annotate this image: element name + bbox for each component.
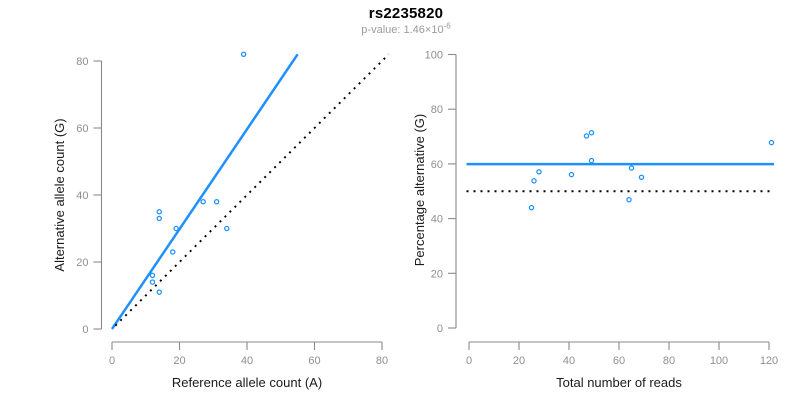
data-point bbox=[588, 129, 595, 136]
x-tick-label: 60 bbox=[613, 355, 625, 367]
data-point bbox=[583, 133, 590, 139]
y-axis-label: Percentage alternative (G) bbox=[412, 114, 427, 266]
data-point bbox=[149, 272, 156, 279]
y-tick-label: 20 bbox=[76, 257, 88, 269]
data-point bbox=[528, 204, 535, 211]
identity-line bbox=[114, 53, 390, 327]
data-point bbox=[240, 51, 247, 58]
y-tick-label: 0 bbox=[82, 324, 88, 336]
y-tick-label: 80 bbox=[76, 56, 88, 68]
data-point bbox=[170, 249, 176, 255]
x-tick-label: 40 bbox=[563, 355, 575, 367]
x-axis-label: Reference allele count (A) bbox=[172, 375, 322, 390]
y-tick-label: 60 bbox=[431, 159, 443, 171]
data-point bbox=[568, 171, 575, 178]
x-tick-label: 0 bbox=[466, 355, 472, 367]
y-tick-label: 40 bbox=[76, 190, 88, 202]
x-tick-label: 120 bbox=[760, 355, 778, 367]
data-point bbox=[149, 279, 156, 285]
x-tick-label: 60 bbox=[308, 355, 320, 367]
data-point bbox=[156, 209, 162, 215]
data-point bbox=[531, 178, 537, 184]
data-point bbox=[173, 225, 179, 232]
data-point bbox=[628, 165, 635, 171]
data-point bbox=[156, 289, 162, 295]
x-tick-label: 80 bbox=[663, 355, 675, 367]
y-tick-label: 20 bbox=[431, 268, 443, 280]
x-tick-label: 100 bbox=[710, 355, 728, 367]
x-tick-label: 20 bbox=[513, 355, 525, 367]
fit-line bbox=[110, 53, 299, 330]
x-tick-label: 40 bbox=[241, 355, 253, 367]
x-axis-label: Total number of reads bbox=[556, 375, 682, 390]
y-tick-label: 0 bbox=[437, 323, 443, 335]
data-point bbox=[156, 215, 162, 222]
data-point bbox=[626, 197, 632, 203]
y-axis-label: Alternative allele count (G) bbox=[52, 118, 67, 271]
data-point bbox=[588, 157, 595, 164]
data-point bbox=[213, 198, 220, 205]
x-tick-label: 20 bbox=[173, 355, 185, 367]
data-point bbox=[224, 225, 230, 232]
y-tick-label: 40 bbox=[431, 214, 443, 226]
y-tick-label: 80 bbox=[431, 104, 443, 116]
data-point bbox=[200, 198, 206, 205]
y-tick-label: 100 bbox=[425, 50, 443, 62]
data-point bbox=[638, 174, 645, 181]
y-tick-label: 60 bbox=[76, 123, 88, 135]
data-point bbox=[768, 139, 775, 146]
x-tick-label: 80 bbox=[376, 355, 388, 367]
x-tick-label: 0 bbox=[109, 355, 115, 367]
right-scatter-panel: 0 20 40 60 80 100 0 20 40 60 80 100 120 Total number … bbox=[412, 50, 778, 391]
left-scatter-panel: 0 20 40 60 80 0 20 40 60 80 Reference allele count… bbox=[52, 51, 390, 390]
data-point bbox=[536, 169, 542, 175]
